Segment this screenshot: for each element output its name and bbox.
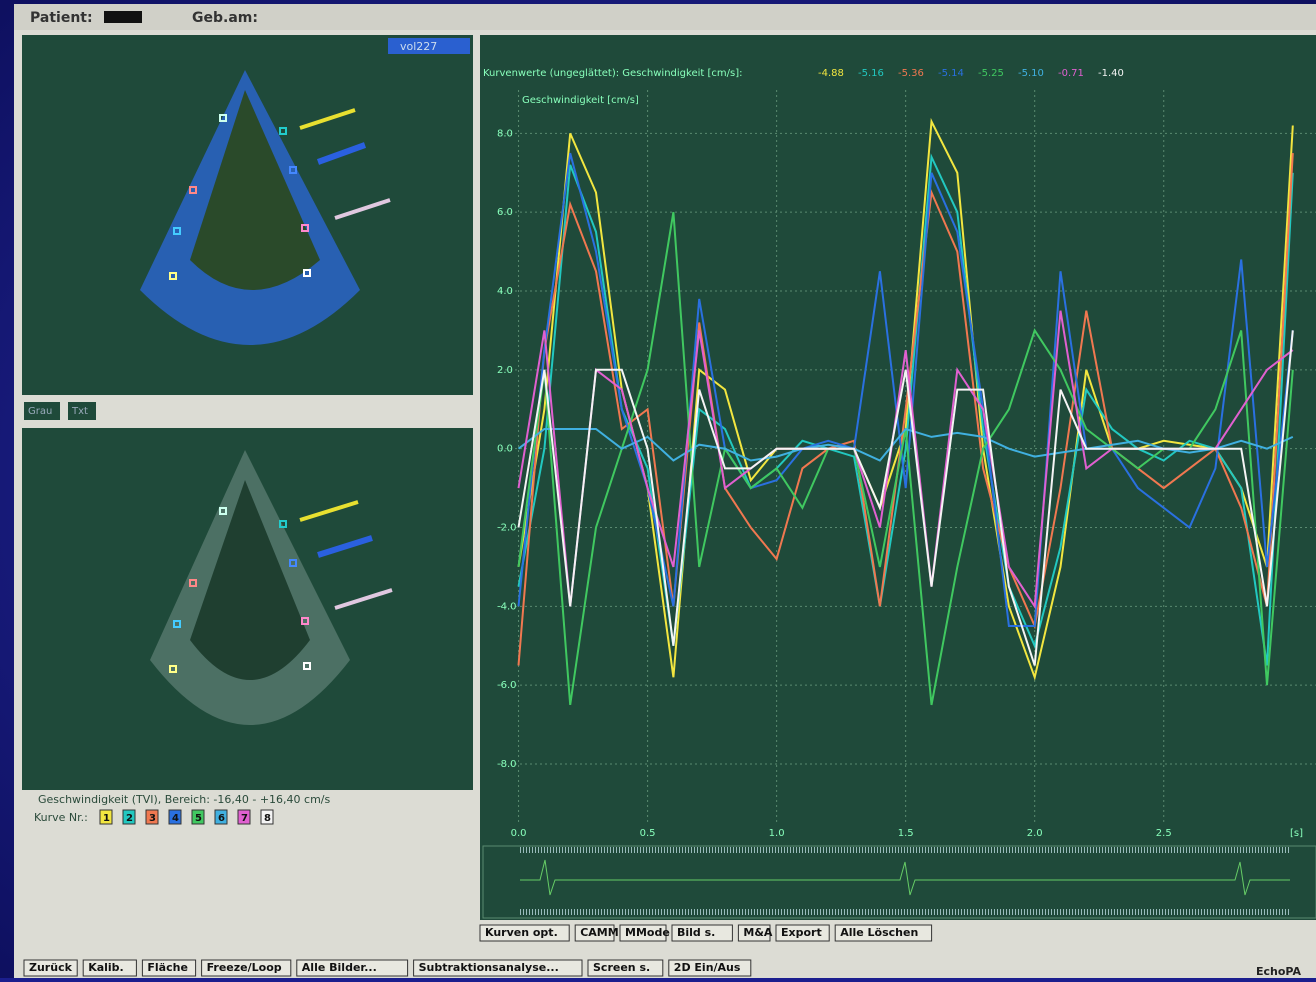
button-label[interactable]: Alle Löschen: [840, 926, 918, 939]
y-tick-label: -8.0: [497, 759, 517, 770]
button-label[interactable]: CAMM: [580, 926, 618, 939]
curve-number[interactable]: 2: [126, 813, 133, 824]
y-tick-label: 4.0: [497, 286, 513, 297]
header-value: -5.36: [898, 68, 924, 79]
x-tick-label: 2.0: [1027, 828, 1043, 839]
y-tick-label: -2.0: [497, 523, 517, 534]
curve-number[interactable]: 8: [264, 813, 271, 824]
x-tick-label: 0.5: [640, 828, 656, 839]
header-value: -5.16: [858, 68, 884, 79]
button-label[interactable]: Export: [781, 926, 822, 939]
button-label[interactable]: Freeze/Loop: [207, 961, 282, 974]
y-tick-label: -4.0: [497, 601, 517, 612]
header-value: -5.10: [1018, 68, 1044, 79]
header-value: -5.14: [938, 68, 964, 79]
y-tick-label: -6.0: [497, 680, 517, 691]
curve-number[interactable]: 4: [172, 813, 179, 824]
image-label: vol227: [400, 40, 437, 53]
button-label[interactable]: Fläche: [147, 961, 188, 974]
y-tick-label: 2.0: [497, 365, 513, 376]
header-value: -5.25: [978, 68, 1004, 79]
curve-number[interactable]: 3: [149, 813, 156, 824]
x-axis-label: [s]: [1290, 828, 1303, 839]
ecg-strip: [483, 846, 1316, 918]
button-label[interactable]: MMode: [625, 926, 670, 939]
screen: Patient: Geb.am: vol227 Grau Txt Geschwi…: [0, 0, 1316, 978]
header-value: -4.88: [818, 68, 844, 79]
x-tick-label: 1.5: [898, 828, 914, 839]
patient-redacted: [104, 11, 142, 23]
curve-number[interactable]: 5: [195, 813, 202, 824]
button-label[interactable]: Alle Bilder...: [302, 961, 377, 974]
button-label[interactable]: Bild s.: [677, 926, 715, 939]
patient-label: Patient:: [30, 10, 93, 26]
caption: Geschwindigkeit (TVI), Bereich: -16,40 -…: [38, 793, 330, 806]
curve-number[interactable]: 7: [241, 813, 248, 824]
header-value: -0.71: [1058, 68, 1084, 79]
button-label[interactable]: M&A: [743, 926, 773, 939]
x-tick-label: 1.0: [769, 828, 785, 839]
x-tick-label: 2.5: [1156, 828, 1172, 839]
button-label[interactable]: Screen s.: [593, 961, 650, 974]
chart-title: Kurvenwerte (ungeglättet): Geschwindigke…: [483, 68, 742, 79]
button-label[interactable]: 2D Ein/Aus: [674, 961, 741, 974]
y-tick-label: 8.0: [497, 128, 513, 139]
birth-label: Geb.am:: [192, 10, 258, 26]
page: Patient: Geb.am: vol227 Grau Txt Geschwi…: [0, 0, 1316, 978]
button-label[interactable]: Subtraktionsanalyse...: [419, 961, 559, 974]
chart-panel: [480, 35, 1316, 920]
brand: EchoPA: [1256, 965, 1301, 978]
button-label[interactable]: Kalib.: [88, 961, 124, 974]
curve-number[interactable]: 1: [103, 813, 110, 824]
button-label[interactable]: Zurück: [29, 961, 73, 974]
y-tick-label: 0.0: [497, 444, 513, 455]
button-label[interactable]: Txt: [71, 406, 88, 417]
y-axis-label: Geschwindigkeit [cm/s]: [522, 95, 639, 106]
x-tick-label: 0.0: [511, 828, 527, 839]
y-tick-label: 6.0: [497, 207, 513, 218]
button-label[interactable]: Kurven opt.: [485, 926, 558, 939]
curve-label: Kurve Nr.:: [34, 811, 88, 824]
image-buttons: Grau Txt: [24, 402, 96, 420]
curve-number[interactable]: 6: [218, 813, 225, 824]
header-value: -1.40: [1098, 68, 1124, 79]
button-label[interactable]: Grau: [28, 406, 52, 417]
